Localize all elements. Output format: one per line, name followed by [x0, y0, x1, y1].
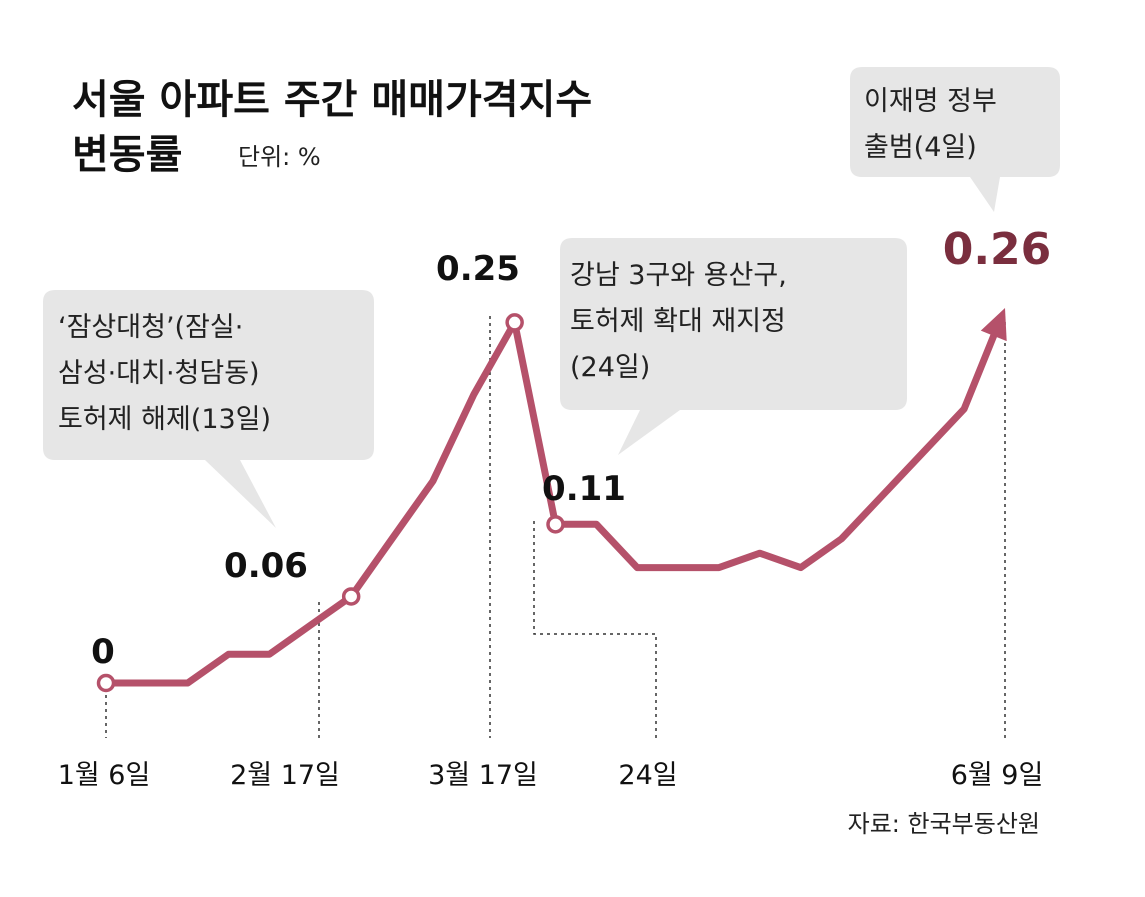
point-marker-2 — [505, 313, 524, 332]
callout-1: ‘잠상대청’(잠실· 삼성·대치·청담동) 토허제 해제(13일) — [43, 290, 374, 528]
callout-1-bubble — [43, 290, 374, 528]
callout-3-line-2: 출범(4일) — [864, 132, 977, 163]
callout-1-line-3: 토허제 해제(13일) — [58, 404, 271, 435]
value-label-jan6: 0 — [91, 632, 115, 672]
chart-title: 서울 아파트 주간 매매가격지수 — [72, 77, 592, 123]
point-marker-3 — [546, 515, 565, 534]
callout-2-line-1: 강남 3구와 용산구, — [570, 260, 787, 291]
callout-2-bubble — [560, 238, 907, 455]
point-markers — [96, 313, 565, 693]
source-label: 자료: 한국부동산원 — [848, 810, 1040, 838]
x-tick-label-mar17: 3월 17일 — [428, 760, 538, 791]
callout-3-line-1: 이재명 정부 — [864, 86, 997, 117]
guide-24 — [533, 521, 657, 738]
value-label-feb17: 0.06 — [224, 546, 308, 586]
callout-2-line-2: 토허제 확대 재지정 — [570, 306, 786, 337]
value-label-mar24: 0.11 — [542, 469, 626, 509]
callout-2-line-3: (24일) — [570, 352, 650, 383]
guide-lines — [105, 316, 1006, 738]
point-marker-0 — [96, 673, 116, 693]
callout-1-line-2: 삼성·대치·청담동) — [58, 358, 260, 389]
callout-1-line-1: ‘잠상대청’(잠실· — [58, 312, 243, 343]
point-marker-1 — [341, 587, 361, 606]
callout-3-bubble — [850, 67, 1060, 212]
x-tick-label-feb17: 2월 17일 — [230, 760, 340, 791]
callout-3: 이재명 정부 출범(4일) — [850, 67, 1060, 212]
callout-2: 강남 3구와 용산구, 토허제 확대 재지정 (24일) — [560, 238, 907, 455]
series-end-arrow — [980, 308, 1007, 342]
value-label-mar17: 0.25 — [436, 249, 520, 289]
value-label-jun9: 0.26 — [943, 224, 1052, 275]
chart-title-line2: 변동률 — [72, 132, 182, 178]
x-tick-label-jan6: 1월 6일 — [58, 760, 151, 791]
unit-label: 단위: % — [238, 143, 321, 171]
x-tick-label-jun9: 6월 9일 — [951, 760, 1044, 791]
x-tick-label-24: 24일 — [618, 760, 677, 791]
